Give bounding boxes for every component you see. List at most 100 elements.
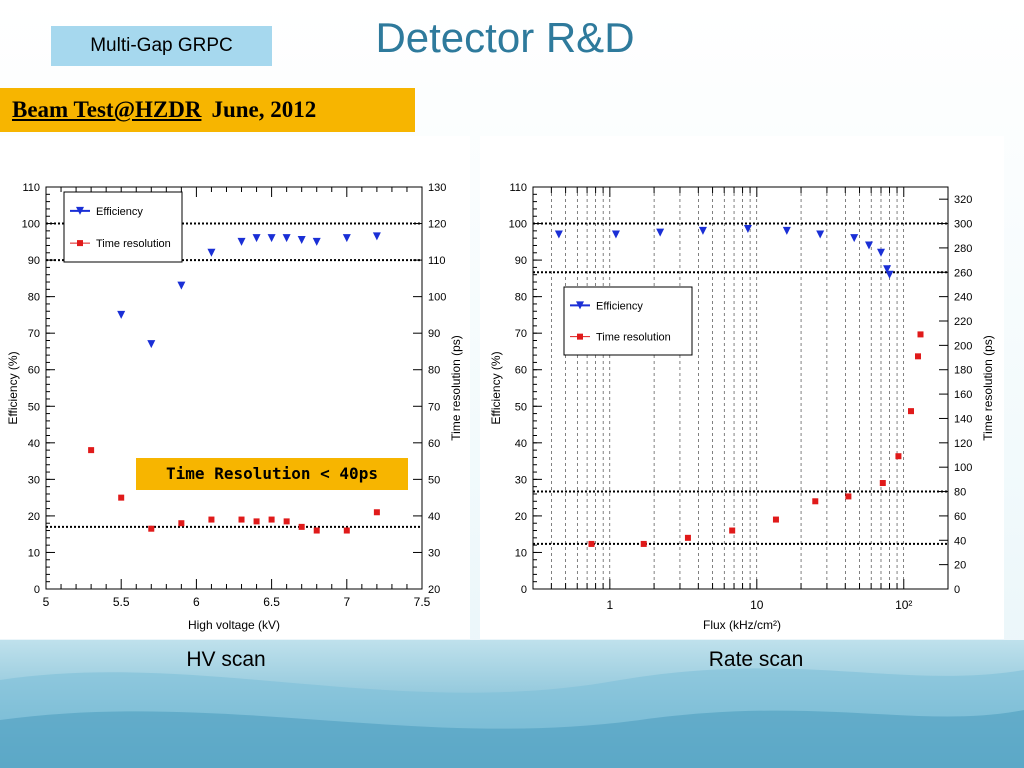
y-tick-label: 10 [28,547,40,559]
time-resolution-point [148,525,155,532]
y2-tick-label: 70 [428,401,440,413]
time-resolution-point [915,353,922,360]
legend-time-marker [577,333,583,340]
x-tick-label: 10² [895,598,912,612]
slide-title: Detector R&D [375,14,635,61]
time-resolution-point [640,540,647,547]
x-tick-label: 5 [43,595,50,609]
efficiency-point [850,234,859,243]
time-resolution-point [684,534,691,541]
efficiency-point [554,230,563,239]
time-resolution-point [88,447,95,454]
efficiency-point [237,237,246,246]
time-resolution-point [118,494,125,501]
y2-tick-label: 100 [954,462,972,474]
time-resolution-point [253,518,260,525]
beam-test-date: June, 2012 [211,97,317,122]
x-tick-label: 10 [750,598,764,612]
efficiency-point [177,281,186,290]
y-tick-label: 90 [515,255,527,267]
y-tick-label: 70 [28,328,40,340]
y-axis-title: Efficiency (%) [6,351,20,424]
y2-tick-label: 160 [954,389,972,401]
y2-tick-label: 80 [428,365,440,377]
y2-tick-label: 20 [954,560,966,572]
time-resolution-point [268,516,275,523]
x-tick-label: 7 [343,595,350,609]
legend-efficiency-marker [576,301,584,310]
hv-scan-panel: 0 10 20 30 40 50 60 70 80 90 100 110 20 30 40 50 60 70 80 9… [0,136,470,639]
beam-test-label: Beam Test@HZDR [12,97,202,122]
y2-tick-label: 240 [954,292,972,304]
y2-tick-label: 260 [954,267,972,279]
time-resolution-point [373,509,380,516]
time-resolution-point [772,516,779,523]
efficiency-point [876,248,885,257]
time-resolution-point [879,480,886,487]
hv-scan-caption: HV scan [186,648,266,671]
time-resolution-point [178,520,185,527]
y-tick-label: 100 [22,219,40,231]
time-resolution-point [895,453,902,460]
x-axis-title: Flux (kHz/cm²) [703,618,781,632]
y-tick-label: 100 [509,219,527,231]
y-axis-title: Efficiency (%) [489,351,503,424]
y-tick-label: 20 [28,511,40,523]
time-resolution-point [343,527,350,534]
time-resolution-point [298,523,305,530]
efficiency-point [864,241,873,250]
y2-tick-label: 120 [954,438,972,450]
y-tick-label: 30 [515,474,527,486]
beam-test-banner: Beam Test@HZDR June, 2012 [0,88,415,132]
efficiency-point [698,226,707,235]
x-tick-label: 5.5 [113,595,130,609]
time-resolution-point [845,493,852,500]
efficiency-point [656,228,665,237]
efficiency-point [883,265,892,274]
plot-frame [532,186,949,590]
y-tick-label: 0 [521,584,527,596]
y-tick-label: 50 [515,401,527,413]
y2-tick-label: 280 [954,243,972,255]
y-tick-label: 50 [28,401,40,413]
x-tick-label: 6.5 [263,595,280,609]
efficiency-point [117,310,126,319]
plot-frame [45,186,423,590]
y-tick-label: 90 [28,255,40,267]
y-tick-label: 0 [34,584,40,596]
efficiency-point [782,226,791,235]
efficiency-point [342,234,351,243]
legend-box [563,286,693,356]
time-resolution-point [313,527,320,534]
y-tick-label: 20 [515,511,527,523]
y-tick-label: 80 [28,292,40,304]
y-tick-label: 40 [28,438,40,450]
y2-tick-label: 200 [954,340,972,352]
y2-tick-label: 100 [428,292,446,304]
efficiency-point [372,232,381,241]
efficiency-point [611,230,620,239]
y-tick-label: 110 [22,182,40,194]
efficiency-point [885,270,894,279]
y2-tick-label: 0 [954,584,960,596]
y2-tick-label: 140 [954,413,972,425]
y-tick-label: 70 [515,328,527,340]
time-resolution-point [729,527,736,534]
y-tick-label: 40 [515,438,527,450]
legend-efficiency-label: Efficiency [96,206,143,218]
y2-axis-title: Time resolution (ps) [981,335,995,441]
y2-tick-label: 180 [954,365,972,377]
y2-tick-label: 110 [428,255,446,267]
efficiency-point [207,248,216,257]
y2-tick-label: 80 [954,487,966,499]
time-resolution-point [238,516,245,523]
x-tick-label: 7.5 [414,595,431,609]
time-resolution-point [907,408,914,415]
efficiency-point [312,237,321,246]
legend-efficiency-marker [76,206,84,215]
y2-tick-label: 50 [428,474,440,486]
y-tick-label: 110 [509,182,527,194]
time-resolution-point [812,498,819,505]
y-tick-label: 60 [28,365,40,377]
y2-tick-label: 300 [954,219,972,231]
